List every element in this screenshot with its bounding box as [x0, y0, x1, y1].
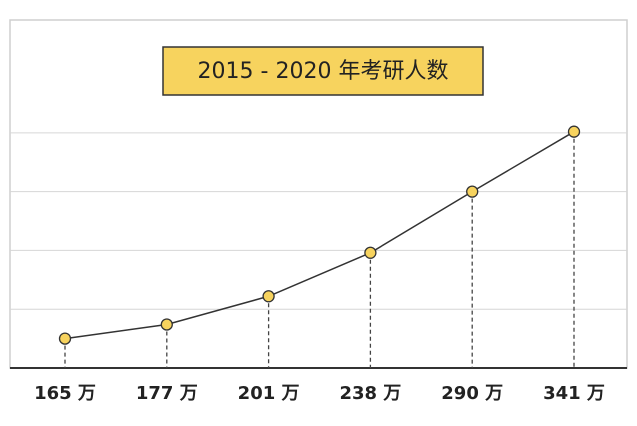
- value-label: 341 万: [543, 383, 605, 404]
- value-label: 238 万: [339, 383, 401, 404]
- value-label: 201 万: [238, 383, 300, 404]
- point: [58, 332, 72, 345]
- title-box: [162, 46, 484, 96]
- point: [160, 318, 173, 331]
- value-label: 177 万: [136, 383, 198, 404]
- value-label: 290 万: [441, 383, 503, 404]
- point: [466, 185, 479, 198]
- chart-title: 2015 - 2020 年考研人数: [198, 59, 449, 84]
- point: [262, 290, 275, 303]
- point: [364, 246, 377, 259]
- line: [64, 131, 575, 340]
- value-label: 165 万: [34, 383, 96, 404]
- point: [567, 125, 581, 138]
